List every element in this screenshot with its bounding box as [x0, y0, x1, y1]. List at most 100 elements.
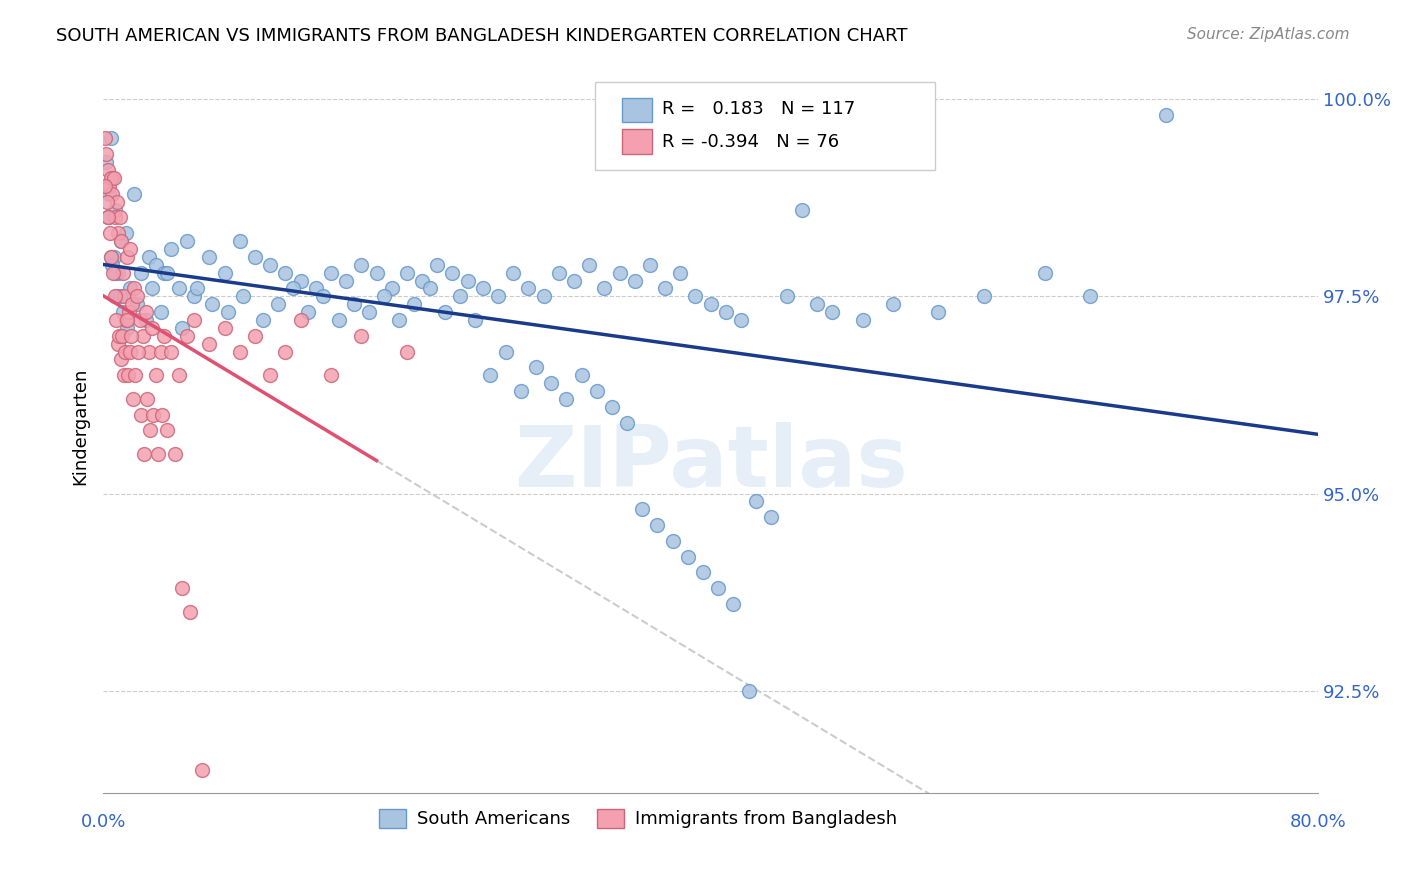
- Point: [1154, 108, 1177, 122]
- Point: [319, 368, 342, 383]
- Point: [145, 258, 167, 272]
- Point: [524, 360, 547, 375]
- Point: [179, 605, 201, 619]
- Point: [669, 266, 692, 280]
- Point: [350, 328, 373, 343]
- Point: [118, 344, 141, 359]
- Point: [153, 266, 176, 280]
- Point: [117, 321, 139, 335]
- Point: [149, 344, 172, 359]
- Point: [114, 344, 136, 359]
- Point: [259, 368, 281, 383]
- Point: [495, 344, 517, 359]
- Point: [305, 281, 328, 295]
- Point: [100, 250, 122, 264]
- Point: [121, 392, 143, 406]
- Point: [176, 234, 198, 248]
- Point: [117, 368, 139, 383]
- Point: [343, 297, 366, 311]
- Point: [156, 424, 179, 438]
- Point: [100, 170, 122, 185]
- Point: [357, 305, 380, 319]
- Point: [661, 533, 683, 548]
- Point: [153, 328, 176, 343]
- Point: [142, 408, 165, 422]
- Point: [775, 289, 797, 303]
- Legend: South Americans, Immigrants from Bangladesh: South Americans, Immigrants from Banglad…: [371, 802, 904, 836]
- Point: [927, 305, 949, 319]
- FancyBboxPatch shape: [621, 98, 652, 122]
- Point: [419, 281, 441, 295]
- Point: [737, 683, 759, 698]
- Text: SOUTH AMERICAN VS IMMIGRANTS FROM BANGLADESH KINDERGARTEN CORRELATION CHART: SOUTH AMERICAN VS IMMIGRANTS FROM BANGLA…: [56, 27, 908, 45]
- Point: [120, 328, 142, 343]
- Point: [108, 211, 131, 225]
- Point: [761, 510, 783, 524]
- Point: [214, 321, 236, 335]
- Point: [571, 368, 593, 383]
- Point: [105, 313, 128, 327]
- Point: [509, 384, 531, 398]
- Point: [350, 258, 373, 272]
- Point: [654, 281, 676, 295]
- Point: [115, 313, 138, 327]
- Point: [714, 305, 737, 319]
- Point: [96, 155, 118, 169]
- Y-axis label: Kindergarten: Kindergarten: [72, 368, 89, 485]
- Point: [335, 273, 357, 287]
- Point: [730, 313, 752, 327]
- Point: [388, 313, 411, 327]
- Point: [101, 258, 124, 272]
- Point: [806, 297, 828, 311]
- Point: [486, 289, 509, 303]
- Point: [141, 321, 163, 335]
- Point: [366, 266, 388, 280]
- Point: [676, 549, 699, 564]
- Point: [108, 289, 131, 303]
- Point: [167, 368, 190, 383]
- Text: R =   0.183   N = 117: R = 0.183 N = 117: [662, 100, 855, 118]
- Point: [103, 170, 125, 185]
- Point: [186, 281, 208, 295]
- Point: [201, 297, 224, 311]
- Point: [723, 597, 745, 611]
- Point: [172, 321, 194, 335]
- Point: [108, 328, 131, 343]
- Point: [117, 250, 139, 264]
- Point: [110, 234, 132, 248]
- Point: [118, 305, 141, 319]
- Point: [707, 581, 730, 595]
- Point: [290, 313, 312, 327]
- Point: [124, 368, 146, 383]
- Point: [110, 352, 132, 367]
- Text: Source: ZipAtlas.com: Source: ZipAtlas.com: [1187, 27, 1350, 42]
- Point: [160, 344, 183, 359]
- Point: [107, 336, 129, 351]
- Point: [96, 147, 118, 161]
- Point: [125, 297, 148, 311]
- Point: [198, 250, 221, 264]
- Point: [97, 211, 120, 225]
- Text: 0.0%: 0.0%: [80, 814, 125, 831]
- Point: [274, 266, 297, 280]
- Point: [328, 313, 350, 327]
- Point: [183, 289, 205, 303]
- Point: [112, 289, 135, 303]
- Point: [134, 447, 156, 461]
- Point: [562, 273, 585, 287]
- Point: [252, 313, 274, 327]
- Point: [699, 297, 721, 311]
- Point: [647, 518, 669, 533]
- Point: [267, 297, 290, 311]
- Point: [103, 289, 125, 303]
- Point: [404, 297, 426, 311]
- Point: [141, 281, 163, 295]
- Point: [243, 328, 266, 343]
- Point: [373, 289, 395, 303]
- Text: R = -0.394   N = 76: R = -0.394 N = 76: [662, 133, 839, 151]
- Point: [120, 281, 142, 295]
- Point: [381, 281, 404, 295]
- Point: [274, 344, 297, 359]
- Point: [105, 289, 128, 303]
- Point: [790, 202, 813, 217]
